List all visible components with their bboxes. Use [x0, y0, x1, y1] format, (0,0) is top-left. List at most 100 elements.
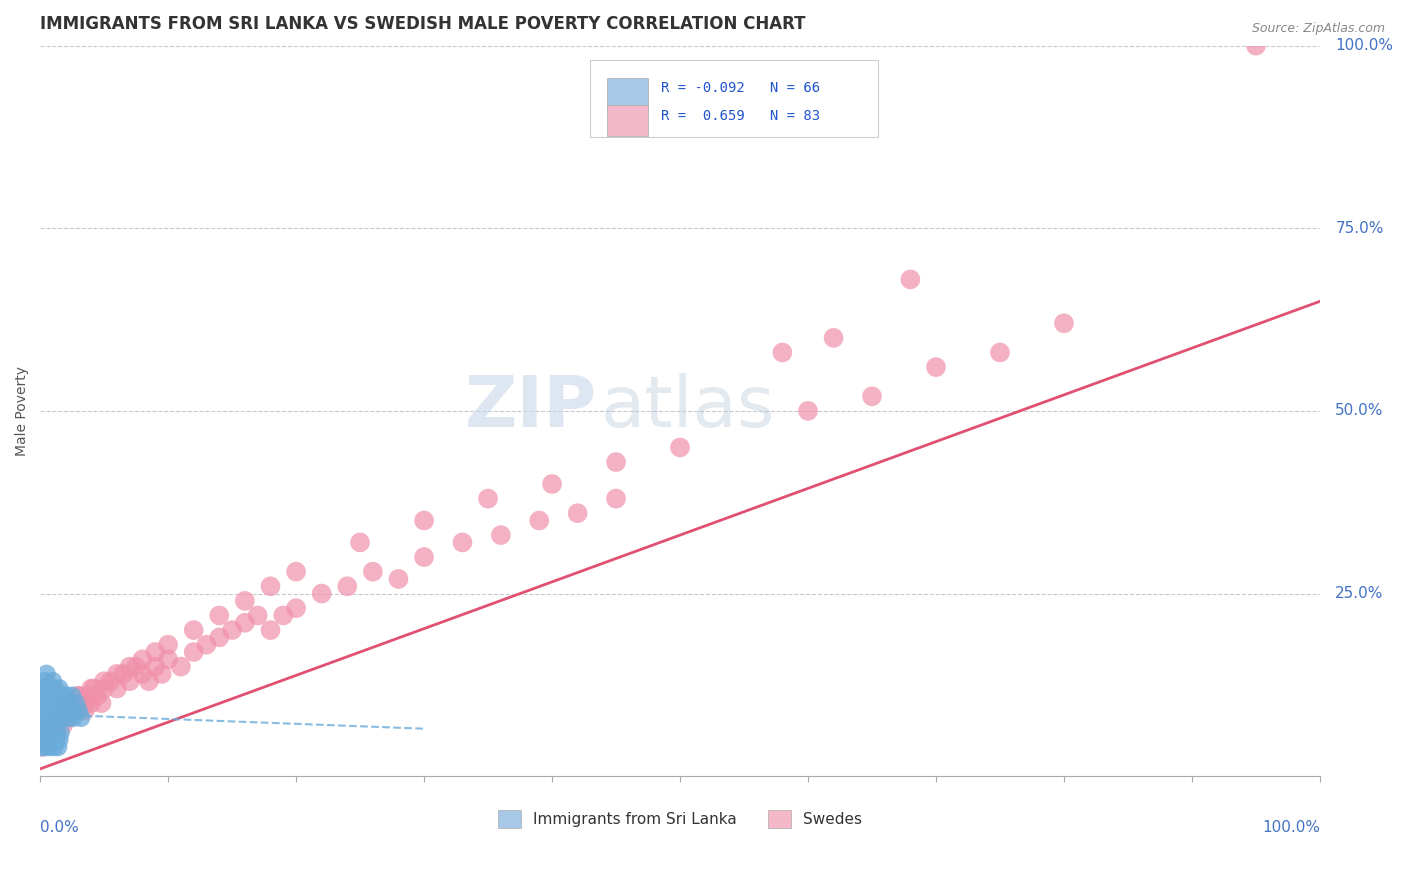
Point: [90, 696, 112, 710]
Text: 25.0%: 25.0%: [1336, 586, 1384, 601]
Point: [42, 696, 65, 710]
Point: [541, 477, 564, 491]
FancyBboxPatch shape: [607, 105, 648, 136]
Point: [52, 703, 75, 717]
Legend: Immigrants from Sri Lanka, Swedes: Immigrants from Sri Lanka, Swedes: [492, 804, 868, 834]
Point: [34, 696, 56, 710]
Point: [58, 711, 80, 725]
Point: [55, 703, 77, 717]
Text: 100.0%: 100.0%: [1336, 38, 1393, 54]
Point: [451, 535, 474, 549]
Point: [605, 455, 627, 469]
Point: [157, 652, 180, 666]
Point: [35, 732, 58, 747]
Point: [770, 345, 793, 359]
Point: [46, 711, 69, 725]
Point: [30, 696, 52, 710]
Point: [73, 696, 96, 710]
Point: [67, 703, 90, 717]
Point: [31, 732, 53, 747]
Point: [44, 739, 66, 754]
Point: [246, 608, 269, 623]
Point: [105, 667, 128, 681]
Point: [669, 441, 692, 455]
Point: [39, 739, 62, 754]
Point: [48, 711, 70, 725]
Point: [41, 725, 63, 739]
Point: [477, 491, 499, 506]
Point: [44, 681, 66, 696]
Text: atlas: atlas: [600, 373, 775, 442]
Point: [80, 696, 103, 710]
Text: ZIP: ZIP: [464, 373, 596, 442]
Point: [30, 739, 52, 754]
Point: [34, 674, 56, 689]
Point: [38, 696, 60, 710]
Point: [413, 549, 436, 564]
Point: [195, 638, 218, 652]
Point: [118, 659, 141, 673]
Point: [336, 579, 359, 593]
Point: [860, 389, 883, 403]
Point: [34, 718, 56, 732]
Point: [271, 608, 294, 623]
Point: [70, 711, 93, 725]
Point: [988, 345, 1011, 359]
Point: [52, 718, 75, 732]
Text: R = -0.092   N = 66: R = -0.092 N = 66: [661, 81, 820, 95]
Text: 75.0%: 75.0%: [1336, 221, 1384, 235]
Point: [31, 681, 53, 696]
Point: [49, 703, 72, 717]
Point: [35, 732, 58, 747]
Point: [349, 535, 371, 549]
Point: [37, 681, 59, 696]
Point: [925, 360, 948, 375]
Point: [51, 711, 73, 725]
Point: [898, 272, 921, 286]
Point: [143, 645, 166, 659]
Point: [53, 696, 76, 710]
Point: [48, 681, 70, 696]
Point: [170, 659, 193, 673]
Y-axis label: Male Poverty: Male Poverty: [15, 366, 30, 456]
Point: [46, 739, 69, 754]
Point: [42, 718, 65, 732]
Point: [73, 703, 96, 717]
Point: [38, 732, 60, 747]
Point: [311, 586, 333, 600]
Point: [143, 659, 166, 673]
Point: [259, 579, 281, 593]
Point: [567, 506, 589, 520]
Point: [67, 689, 90, 703]
Point: [39, 689, 62, 703]
Point: [86, 689, 108, 703]
Point: [489, 528, 512, 542]
Point: [58, 696, 80, 710]
Point: [37, 725, 59, 739]
Point: [49, 725, 72, 739]
FancyBboxPatch shape: [591, 61, 879, 137]
Point: [42, 718, 65, 732]
Point: [55, 703, 77, 717]
Point: [413, 514, 436, 528]
Point: [233, 615, 256, 630]
Point: [1244, 38, 1267, 53]
Point: [38, 711, 60, 725]
Point: [221, 623, 243, 637]
Point: [56, 689, 79, 703]
Point: [183, 645, 205, 659]
Point: [31, 739, 53, 754]
Point: [48, 696, 70, 710]
Point: [361, 565, 384, 579]
Point: [41, 711, 63, 725]
Point: [150, 667, 173, 681]
Text: Source: ZipAtlas.com: Source: ZipAtlas.com: [1251, 22, 1385, 36]
Text: 50.0%: 50.0%: [1336, 403, 1384, 418]
Point: [58, 711, 80, 725]
Point: [35, 711, 58, 725]
Point: [387, 572, 409, 586]
Point: [32, 703, 55, 717]
Point: [259, 623, 281, 637]
Point: [93, 681, 115, 696]
Point: [118, 674, 141, 689]
